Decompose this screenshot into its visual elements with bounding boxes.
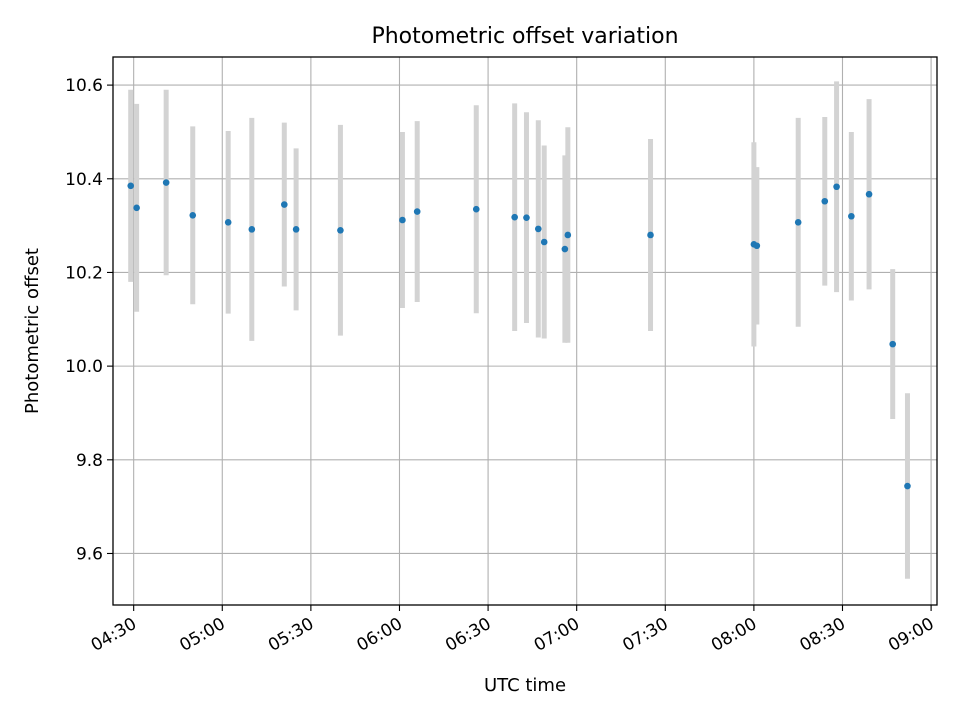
data-point xyxy=(753,242,761,250)
data-point xyxy=(540,238,548,246)
data-point xyxy=(399,216,406,224)
data-point xyxy=(865,190,873,198)
y-tick-label: 10.0 xyxy=(65,357,103,377)
data-point xyxy=(280,201,288,208)
data-point xyxy=(189,212,197,219)
y-tick-label: 10.6 xyxy=(65,76,103,96)
y-axis-ticks: 9.6 9.8 10.0 10.2 10.4 10.6 xyxy=(65,76,113,564)
data-point xyxy=(133,204,140,212)
data-point xyxy=(794,219,802,226)
data-points xyxy=(127,179,911,490)
chart-title: Photometric offset variation xyxy=(371,24,678,49)
data-point xyxy=(904,482,911,490)
data-point xyxy=(413,208,421,215)
data-point xyxy=(127,182,135,190)
data-point xyxy=(848,212,855,220)
data-point xyxy=(833,183,840,191)
data-point xyxy=(561,245,569,253)
data-point xyxy=(162,179,170,186)
data-point xyxy=(248,226,256,233)
x-axis-label: UTC time xyxy=(484,675,566,696)
data-point xyxy=(224,219,232,226)
y-tick-label: 10.2 xyxy=(65,263,103,283)
data-point xyxy=(889,340,896,348)
data-point xyxy=(564,231,572,239)
data-point xyxy=(472,205,480,213)
y-tick-label: 10.4 xyxy=(65,170,103,190)
data-point xyxy=(337,226,344,234)
data-point xyxy=(292,226,300,233)
plot-frame xyxy=(112,56,938,606)
data-point xyxy=(821,197,829,205)
y-tick-label: 9.8 xyxy=(76,451,103,471)
y-axis-label: Photometric offset xyxy=(22,248,43,414)
data-point xyxy=(511,213,518,221)
y-tick-label: 9.6 xyxy=(76,544,103,564)
data-point xyxy=(534,225,542,233)
data-point xyxy=(523,214,530,221)
data-point xyxy=(647,231,654,239)
